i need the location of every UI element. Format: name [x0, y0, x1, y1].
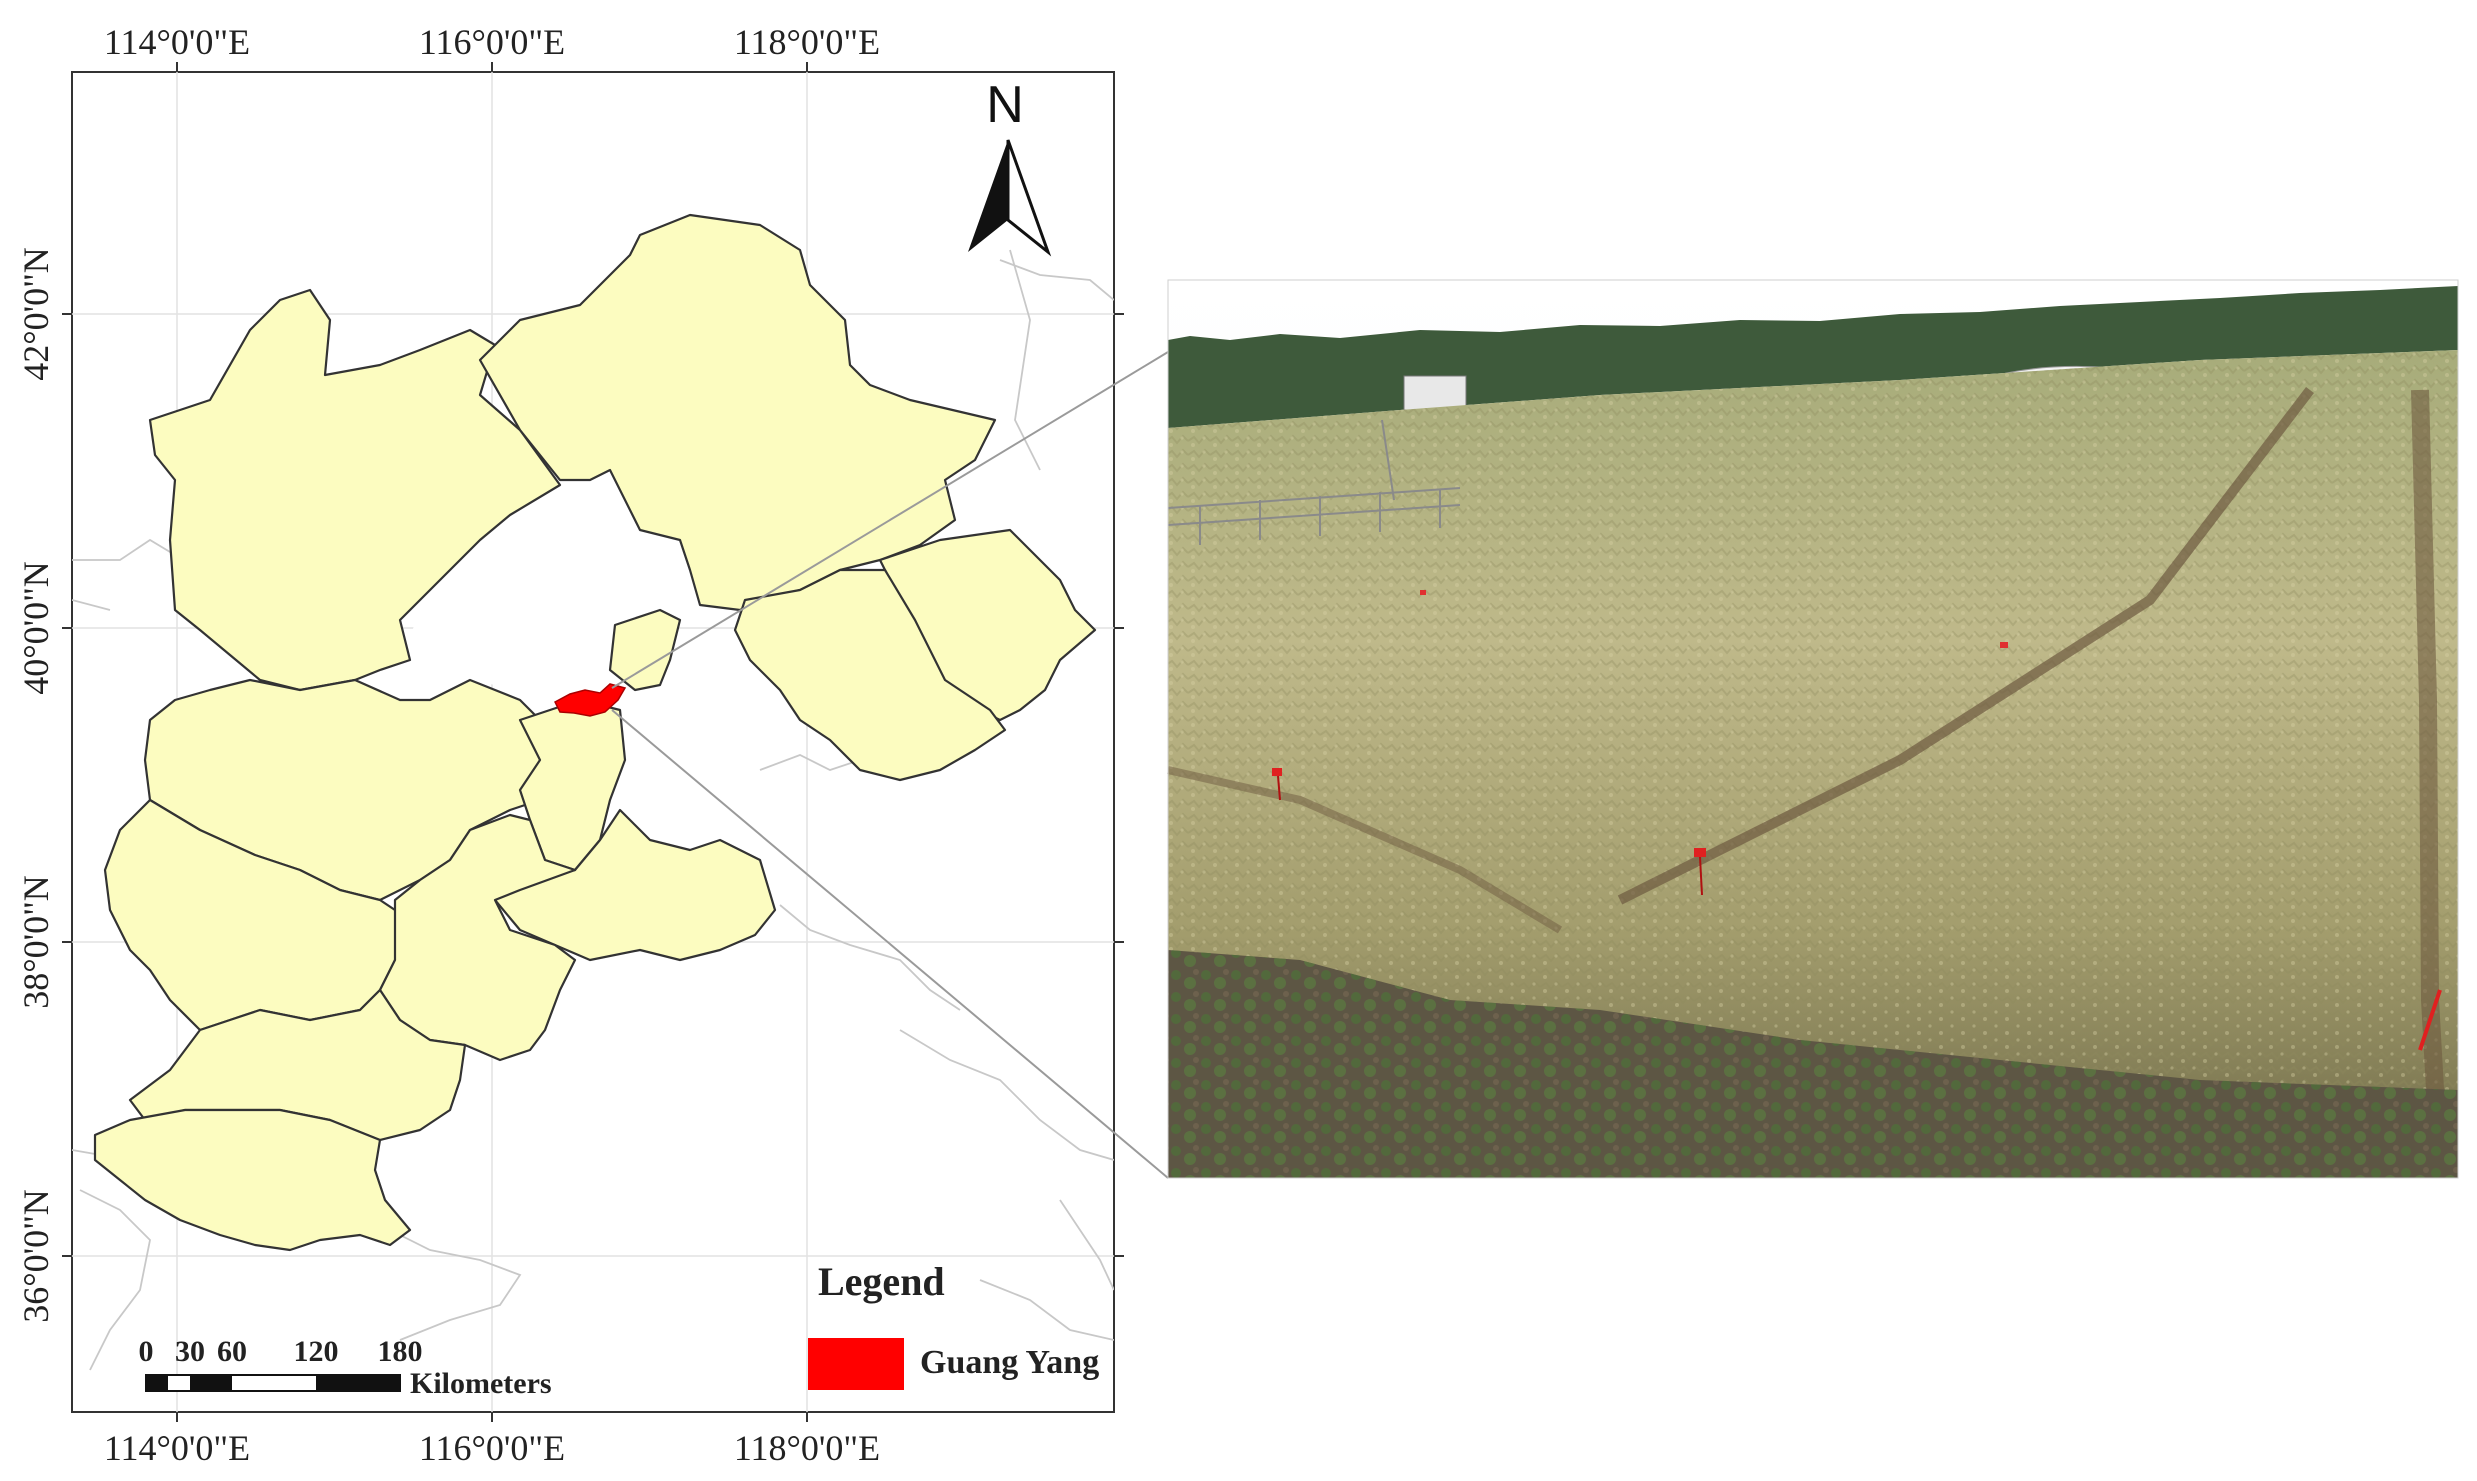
- bottom-tick-label: 114°0'0"E: [104, 1428, 250, 1468]
- left-tick-label: 38°0'0"N: [16, 875, 56, 1009]
- svg-text:0: 0: [139, 1335, 154, 1368]
- left-tick-label: 42°0'0"N: [16, 247, 56, 381]
- svg-text:60: 60: [217, 1335, 247, 1368]
- legend: Legend Guang Yang: [808, 1259, 1099, 1390]
- svg-text:N: N: [986, 76, 1024, 134]
- svg-text:120: 120: [294, 1335, 339, 1368]
- field-photo: [1167, 279, 2459, 1179]
- top-tick-label: 114°0'0"E: [104, 22, 250, 62]
- red-flag-markers: [1272, 590, 2442, 1051]
- tick-marks: [62, 62, 1124, 1422]
- map-panel: 114°0'0"E 116°0'0"E 118°0'0"E 114°0'0"E …: [16, 22, 1124, 1468]
- study-site-guang-yang: [554, 683, 627, 717]
- legend-item-label: Guang Yang: [920, 1344, 1099, 1381]
- legend-title: Legend: [818, 1259, 945, 1304]
- left-tick-label: 36°0'0"N: [16, 1189, 56, 1323]
- legend-swatch: [808, 1338, 904, 1390]
- top-tick-label: 118°0'0"E: [734, 22, 880, 62]
- bottom-tick-label: 116°0'0"E: [419, 1428, 565, 1468]
- fence: [1167, 419, 1461, 545]
- svg-text:180: 180: [378, 1335, 423, 1368]
- left-tick-label: 40°0'0"N: [16, 561, 56, 695]
- farm-building: [1403, 375, 1467, 411]
- connector-lines: [611, 351, 1169, 1179]
- north-arrow-icon: N: [968, 76, 1052, 257]
- svg-text:Kilometers: Kilometers: [410, 1367, 552, 1400]
- scale-bar: 0 30 60 120 180 Kilometers: [139, 1335, 552, 1400]
- provinces: [93, 213, 1097, 1252]
- bottom-tick-label: 118°0'0"E: [734, 1428, 880, 1468]
- svg-text:30: 30: [175, 1335, 205, 1368]
- tree-line: [1168, 286, 2458, 428]
- top-tick-label: 116°0'0"E: [419, 22, 565, 62]
